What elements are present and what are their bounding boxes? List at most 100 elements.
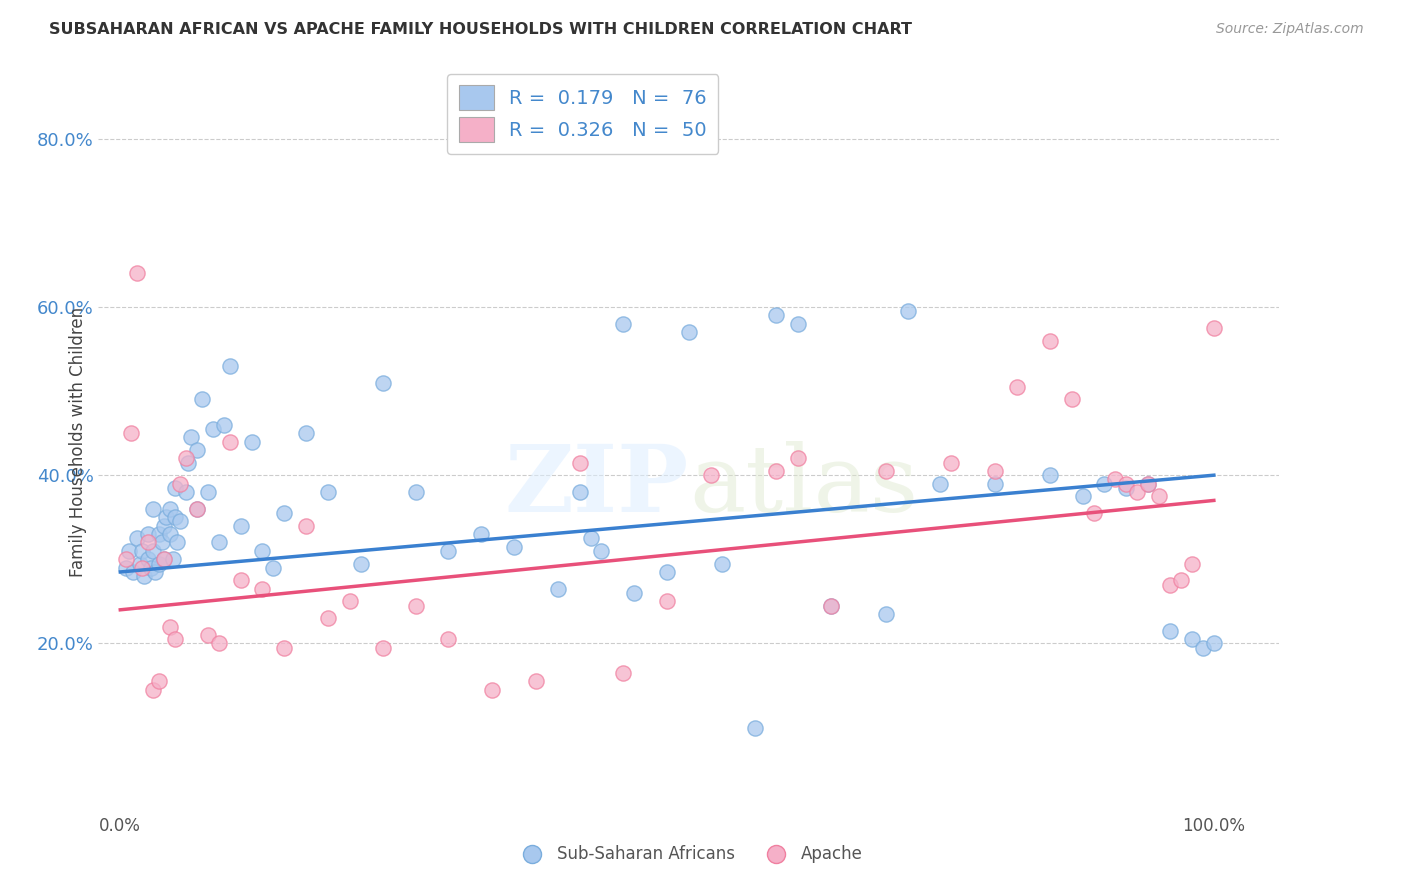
Point [153, 518, 176, 533]
Point [180, 430, 202, 444]
Point [524, 674, 547, 689]
Point [273, 640, 295, 655]
Point [765, 464, 787, 478]
Point [174, 451, 197, 466]
Point [1005, 380, 1028, 394]
Point [177, 456, 200, 470]
Point [148, 527, 170, 541]
Point [655, 565, 678, 579]
Point [131, 560, 153, 574]
Point [371, 640, 394, 655]
Point [984, 464, 1007, 478]
Point [163, 510, 186, 524]
Point [1170, 574, 1192, 588]
Point [623, 586, 645, 600]
Legend: Sub-Saharan Africans, Apache: Sub-Saharan Africans, Apache [508, 838, 870, 870]
Point [1094, 476, 1116, 491]
Point [1202, 636, 1225, 650]
Point [142, 682, 165, 697]
Point [547, 582, 569, 596]
Point [212, 417, 235, 432]
Point [405, 485, 427, 500]
Point [437, 544, 460, 558]
Point [143, 565, 166, 579]
Point [1060, 392, 1083, 407]
Text: SUBSAHARAN AFRICAN VS APACHE FAMILY HOUSEHOLDS WITH CHILDREN CORRELATION CHART: SUBSAHARAN AFRICAN VS APACHE FAMILY HOUS… [49, 22, 912, 37]
Point [131, 544, 153, 558]
Point [612, 317, 634, 331]
Point [568, 485, 591, 500]
Point [134, 569, 156, 583]
Point [371, 376, 394, 390]
Point [174, 485, 197, 500]
Point [125, 531, 148, 545]
Point [1159, 624, 1181, 638]
Point [579, 531, 602, 545]
Point [437, 632, 460, 647]
Point [612, 665, 634, 680]
Point [114, 560, 136, 574]
Point [1039, 468, 1062, 483]
Point [166, 535, 188, 549]
Point [1083, 506, 1105, 520]
Point [984, 476, 1007, 491]
Point [1137, 476, 1160, 491]
Point [1115, 481, 1137, 495]
Point [273, 506, 295, 520]
Point [316, 485, 339, 500]
Point [765, 309, 787, 323]
Point [218, 434, 240, 449]
Point [229, 574, 252, 588]
Point [163, 481, 186, 495]
Point [120, 426, 142, 441]
Point [787, 451, 810, 466]
Point [1181, 557, 1204, 571]
Point [153, 552, 176, 566]
Point [122, 565, 145, 579]
Point [897, 304, 920, 318]
Point [229, 518, 252, 533]
Point [159, 527, 181, 541]
Point [150, 535, 173, 549]
Point [114, 552, 136, 566]
Point [1071, 489, 1094, 503]
Point [350, 557, 373, 571]
Point [163, 632, 186, 647]
Point [186, 442, 208, 457]
Point [295, 518, 318, 533]
Point [1137, 476, 1160, 491]
Point [1147, 489, 1170, 503]
Point [129, 557, 152, 571]
Point [155, 510, 177, 524]
Text: ZIP: ZIP [505, 441, 689, 531]
Point [295, 426, 318, 441]
Point [678, 325, 700, 339]
Text: atlas: atlas [689, 441, 918, 531]
Point [700, 468, 723, 483]
Point [148, 674, 170, 689]
Point [169, 515, 191, 529]
Point [875, 464, 897, 478]
Point [262, 560, 284, 574]
Point [148, 557, 170, 571]
Point [142, 501, 165, 516]
Point [139, 560, 162, 574]
Point [136, 527, 159, 541]
Point [744, 721, 766, 735]
Point [1126, 485, 1149, 500]
Point [169, 476, 191, 491]
Point [1202, 321, 1225, 335]
Y-axis label: Family Households with Children: Family Households with Children [69, 307, 87, 576]
Point [159, 501, 181, 516]
Point [470, 527, 492, 541]
Point [481, 682, 503, 697]
Point [655, 594, 678, 608]
Point [1115, 476, 1137, 491]
Point [929, 476, 952, 491]
Point [1159, 577, 1181, 591]
Point [941, 456, 963, 470]
Point [405, 599, 427, 613]
Point [820, 599, 842, 613]
Point [118, 544, 141, 558]
Point [136, 535, 159, 549]
